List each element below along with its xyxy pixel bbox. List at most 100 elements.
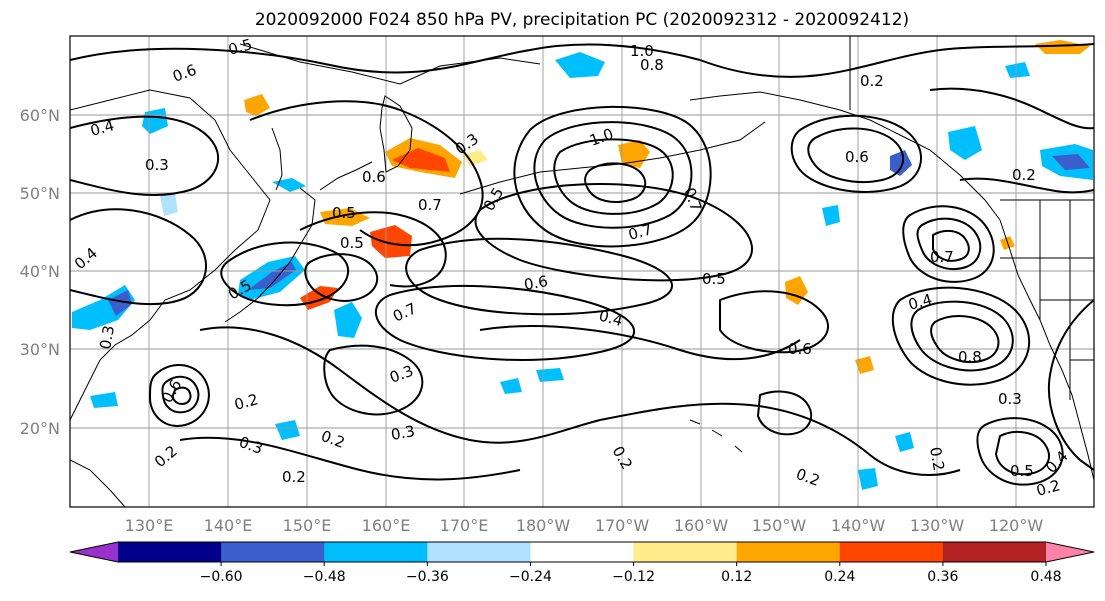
- contour-line: [171, 386, 192, 405]
- colorbar-extend-high: [1046, 542, 1094, 562]
- contour-line: [976, 417, 1064, 486]
- colorbar-ticks: −0.60 −0.48 −0.36 −0.24 −0.12 0.12 0.24 0.36 0.4…: [200, 562, 1062, 585]
- contour-line: [930, 315, 1000, 364]
- precip-negative-area: [555, 52, 605, 78]
- siberia-coast: [239, 43, 541, 85]
- contour-line: [479, 325, 801, 361]
- precip-negative-area: [142, 108, 168, 134]
- contour-label: 0.7: [418, 196, 442, 214]
- contour-line: [719, 290, 830, 354]
- kamchatka-coast: [379, 95, 413, 173]
- contour-line: [891, 286, 1031, 386]
- lat-label-20n: 20°N: [20, 419, 60, 438]
- contour-line: [179, 436, 521, 481]
- contour-label: 0.3: [390, 422, 417, 444]
- contour-line: [405, 237, 673, 316]
- colorbar-tick-label: 0.12: [721, 569, 752, 585]
- colorbar-segment: [118, 542, 222, 562]
- contour-line: [199, 326, 601, 444]
- longitude-labels: 130°E 140°E 150°E 160°E 170°E 180°W 170°…: [125, 516, 1044, 535]
- contour-label: 0.4: [906, 290, 934, 314]
- colorbar-segment: [530, 542, 635, 562]
- lon-label-130w: 130°W: [910, 516, 965, 535]
- contour-label: 0.3: [145, 156, 169, 174]
- lon-label-140e: 140°E: [204, 516, 253, 535]
- lon-label-140w: 140°W: [831, 516, 886, 535]
- colorbar-tick-label: 0.36: [927, 569, 958, 585]
- contour-line: [916, 217, 982, 270]
- lon-label-180w: 180°W: [516, 516, 571, 535]
- precip-positive-area: [244, 94, 270, 116]
- contour-label: 0.6: [523, 272, 550, 294]
- contour-line: [902, 205, 995, 283]
- precip-negative-area: [1005, 62, 1030, 78]
- contour-label: 0.3: [96, 324, 118, 351]
- contour-label: 0.2: [232, 390, 260, 414]
- north-america-coast: [999, 219, 1094, 481]
- contour-line: [533, 121, 693, 229]
- map-title: 2020092000 F024 850 hPa PV, precipitatio…: [254, 10, 910, 30]
- colorbar-segment: [221, 542, 325, 562]
- contour-line: [249, 100, 484, 247]
- contour-label: 0.2: [926, 446, 948, 473]
- contour-line: [70, 43, 701, 74]
- colorbar-outline: [69, 541, 1095, 563]
- contour-label: 0.5: [340, 234, 364, 252]
- contour-label: 1.0: [630, 42, 654, 60]
- alaska-coast: [689, 91, 1001, 221]
- precip-negative-area: [890, 150, 912, 176]
- colorbar-segments: [69, 541, 1095, 563]
- precip-negative-area: [895, 432, 914, 452]
- contour-labels: 0.5 1.0 0.6 0.2 0.4 0.3 0.7 0.5 0.3 1.0 …: [71, 36, 1072, 500]
- contour-label: 0.7: [626, 220, 654, 244]
- contour-line: [513, 105, 712, 248]
- map-frame: [69, 35, 1095, 508]
- colorbar-segment: [736, 542, 841, 562]
- hawaii-islands: [689, 419, 743, 453]
- contour-label: 0.2: [151, 442, 181, 471]
- contour-label: 0.2: [860, 72, 884, 90]
- precip-shading: [72, 40, 1093, 490]
- contour-line: [932, 229, 970, 262]
- colorbar-extend-low: [70, 542, 118, 562]
- contour-label: 0.5: [702, 270, 726, 288]
- lon-label-160w: 160°W: [674, 516, 729, 535]
- kuril-islands: [319, 161, 373, 191]
- contour-line: [304, 253, 379, 302]
- contour-label: 0.8: [640, 56, 664, 74]
- contour-label: 0.2: [794, 465, 823, 490]
- sakhalin-island: [271, 127, 283, 191]
- contour-label: 0.7: [930, 248, 954, 266]
- lon-label-150w: 150°W: [752, 516, 807, 535]
- lat-label-30n: 30°N: [20, 340, 60, 359]
- precip-negative-area: [272, 178, 306, 192]
- contour-label: 0.2: [609, 443, 637, 473]
- colorbar-segment: [942, 542, 1047, 562]
- map-area: 0.5 1.0 0.6 0.2 0.4 0.3 0.7 0.5 0.3 1.0 …: [70, 36, 1094, 507]
- south-china-coast: [70, 459, 126, 507]
- contour-label: 1.0: [587, 125, 616, 150]
- graticule: [70, 36, 1094, 507]
- us-state-borders: [1000, 200, 1094, 400]
- contour-label: 0.3: [998, 390, 1022, 408]
- contour-label: 0.5: [1010, 462, 1034, 480]
- precip-positive-area: [370, 225, 412, 258]
- contour-label: 0.8: [958, 348, 982, 366]
- contour-line: [807, 127, 904, 184]
- precip-negative-area: [536, 368, 564, 382]
- colorbar-segment: [324, 542, 428, 562]
- precip-positive-area: [462, 150, 488, 166]
- contour-label: 0.4: [71, 244, 101, 273]
- colorbar-tick-label: −0.12: [612, 569, 655, 585]
- colorbar: −0.60 −0.48 −0.36 −0.24 −0.12 0.12 0.24 0.36 0.4…: [69, 541, 1095, 585]
- contour-label: 0.2: [1034, 476, 1062, 500]
- contour-label: 0.7: [390, 299, 419, 325]
- coastlines: [70, 36, 1094, 507]
- precip-negative-core: [108, 290, 132, 316]
- contour-label: 0.6: [845, 148, 869, 166]
- lat-label-60n: 60°N: [20, 106, 60, 125]
- precip-positive-area: [1035, 40, 1090, 54]
- lat-label-40n: 40°N: [20, 262, 60, 281]
- colorbar-tick-label: −0.36: [406, 569, 449, 585]
